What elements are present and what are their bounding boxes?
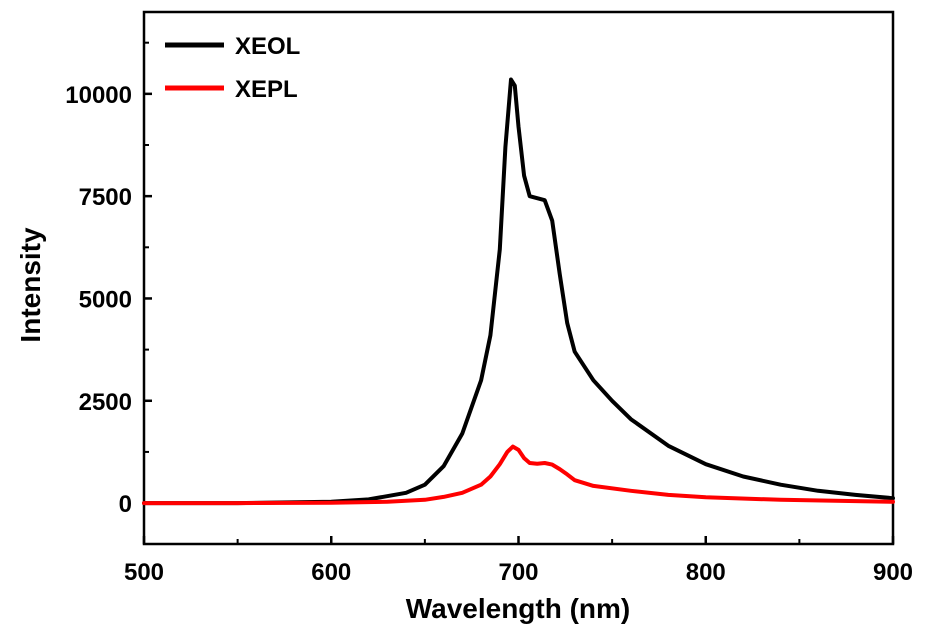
y-axis-ticks: 0 2500 5000 7500 10000: [65, 41, 152, 518]
x-tick-label: 500: [124, 559, 164, 586]
y-tick-label: 5000: [79, 286, 132, 313]
y-axis-title: Intensity: [15, 227, 46, 343]
x-axis-title: Wavelength (nm): [406, 593, 631, 624]
legend-label-xepl: XEPL: [235, 76, 298, 103]
y-tick-label: 10000: [65, 82, 132, 109]
x-tick-label: 600: [311, 559, 351, 586]
legend: XEOL XEPL: [165, 33, 300, 103]
y-tick-label: 2500: [79, 389, 132, 416]
y-tick-label: 0: [119, 491, 132, 518]
series-layer: [142, 77, 895, 506]
legend-label-xeol: XEOL: [235, 33, 300, 60]
x-tick-label: 900: [873, 559, 913, 586]
series-line-xepl: [142, 444, 895, 506]
x-tick-label: 700: [498, 559, 538, 586]
series-line-xeol: [142, 77, 895, 506]
y-tick-label: 7500: [79, 184, 132, 211]
x-axis-ticks: 500 600 700 800 900: [124, 536, 913, 586]
x-tick-label: 800: [686, 559, 726, 586]
